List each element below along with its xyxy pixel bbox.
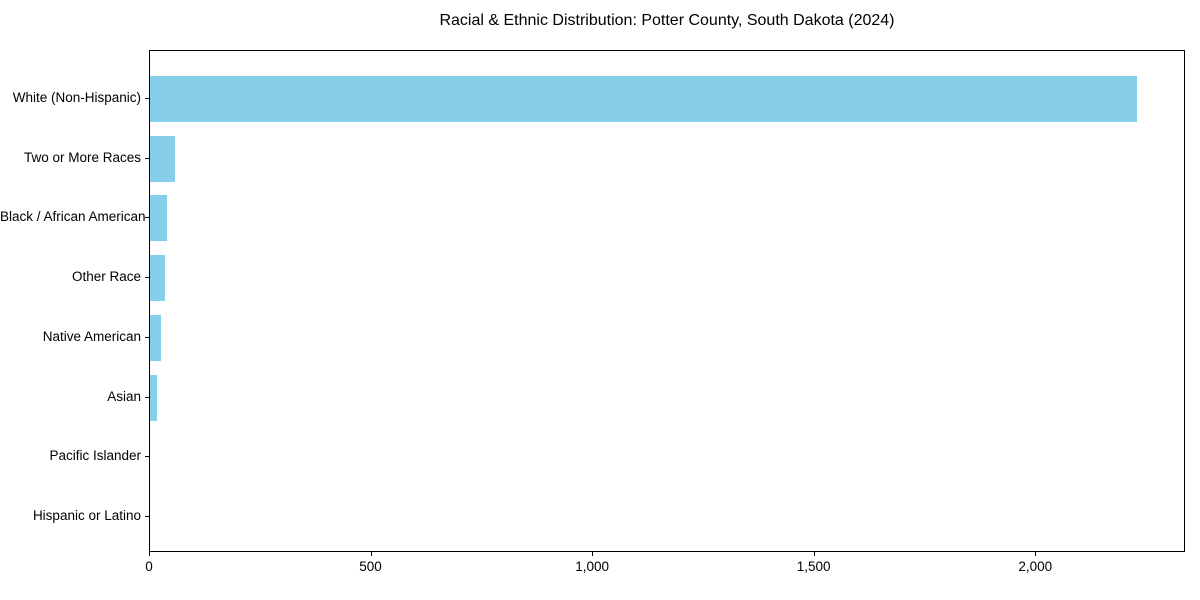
y-axis-label: Hispanic or Latino [32, 507, 141, 523]
x-tick-mark [813, 552, 815, 556]
x-tick-mark [149, 552, 150, 556]
bar [150, 135, 176, 182]
y-tick-mark [145, 515, 149, 517]
y-tick-mark [145, 336, 149, 338]
x-tick-label: 1,500 [796, 559, 831, 574]
y-axis-label: Pacific Islander [49, 448, 141, 464]
y-axis-label: Other Race [71, 269, 141, 285]
x-tick-label: 2,000 [1018, 559, 1053, 574]
bar [150, 374, 158, 421]
y-tick-mark [145, 456, 149, 458]
x-tick-label: 0 [145, 559, 153, 574]
x-tick-mark [1035, 552, 1037, 556]
y-axis-label: Native American [42, 328, 141, 344]
x-tick-label: 500 [359, 559, 382, 574]
x-tick-mark [592, 552, 594, 556]
y-tick-mark [145, 98, 149, 99]
y-tick-mark [145, 396, 149, 398]
bar [150, 76, 1137, 122]
y-axis-label: White (Non-Hispanic) [12, 90, 141, 105]
y-axis-label: Two or More Races [23, 149, 141, 165]
plot-area [149, 50, 1185, 552]
x-tick-mark [370, 552, 372, 556]
x-tick-label: 1,000 [575, 559, 610, 574]
y-tick-mark [145, 277, 149, 279]
y-tick-mark [145, 157, 149, 159]
y-axis-label: Asian [107, 388, 141, 404]
y-axis-label: Black / African American [0, 209, 146, 225]
bar [150, 255, 165, 302]
y-tick-mark [145, 217, 149, 219]
bar [150, 314, 161, 361]
bar [150, 195, 168, 242]
chart-title: Racial & Ethnic Distribution: Potter Cou… [439, 12, 895, 29]
